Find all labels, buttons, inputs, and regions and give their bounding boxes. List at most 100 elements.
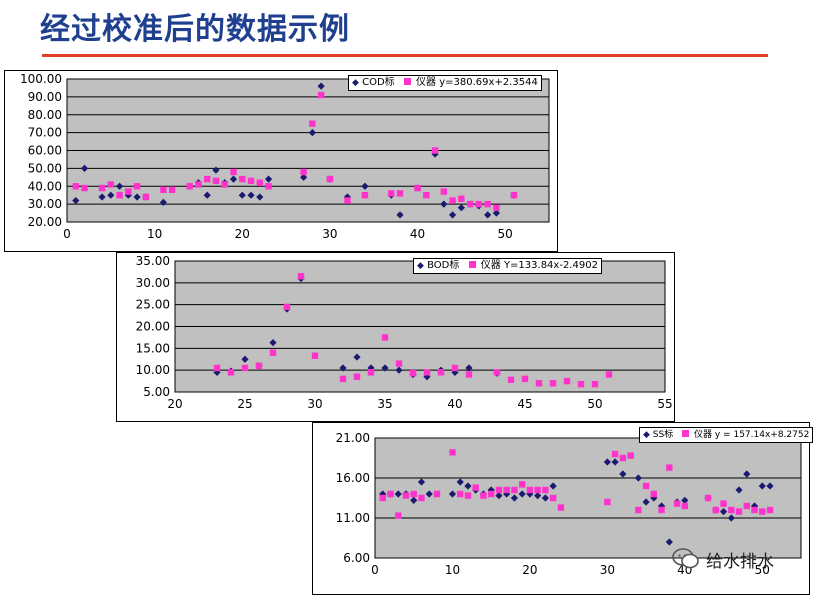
standard-point <box>758 482 766 490</box>
standard-point <box>657 502 666 510</box>
standard-point <box>465 364 473 372</box>
legend-standard-label: COD标 <box>362 77 395 88</box>
instrument-point <box>410 490 417 498</box>
standard-point <box>367 364 375 372</box>
instrument-point <box>387 490 394 498</box>
instrument-point <box>605 371 613 378</box>
y-tick-label: 70.00 <box>28 126 62 140</box>
instrument-point <box>751 506 758 514</box>
instrument-point <box>125 188 132 195</box>
instrument-point <box>221 181 228 188</box>
standard-point <box>510 494 519 502</box>
standard-point <box>650 494 658 502</box>
watermark: 给水排水 <box>672 544 790 574</box>
instrument-point <box>437 369 445 376</box>
standard-point <box>681 496 689 504</box>
instrument-point <box>704 494 712 502</box>
standard-point <box>394 490 402 498</box>
instrument-point <box>227 369 235 376</box>
instrument-point <box>518 481 526 488</box>
x-tick-label: 10 <box>445 563 460 577</box>
instrument-point <box>451 364 459 372</box>
instrument-point <box>465 371 473 378</box>
standard-point <box>379 490 387 498</box>
instrument-point <box>212 177 220 185</box>
instrument-point <box>409 370 417 377</box>
standard-point <box>159 198 167 206</box>
y-tick-label: 100.00 <box>20 72 62 86</box>
instrument-point <box>604 498 611 506</box>
watermark-text: 给水排水 <box>706 551 774 572</box>
standard-point <box>264 175 273 183</box>
instrument-point <box>673 500 681 507</box>
standard-point <box>247 191 255 199</box>
instrument-point <box>195 181 202 188</box>
standard-point <box>300 173 308 181</box>
instrument-point <box>743 502 750 510</box>
standard-point <box>642 498 650 506</box>
standard-point <box>634 474 642 482</box>
instrument-point <box>300 168 307 176</box>
standard-point <box>396 211 404 219</box>
bod-chart-svg: 5.00 10.00 15.00 20.00 25.00 30.00 35.00 20 25 30… <box>136 254 673 411</box>
legend-instrument-label: 仪器 <box>480 260 501 271</box>
instrument-point <box>381 334 389 341</box>
bod-legend: ◆ BOD标 仪器 Y=133.84x-2.4902 <box>413 258 602 274</box>
standard-point <box>425 490 433 498</box>
standard-point <box>212 166 220 174</box>
bod-chart: 5.00 10.00 15.00 20.00 25.00 30.00 35.00 20 25 30… <box>116 252 675 422</box>
legend-equation: y = 157.14x+8.2752 <box>714 430 810 440</box>
instrument-point <box>577 380 585 388</box>
y-tick-label: 21.00 <box>336 431 370 445</box>
standard-point <box>256 193 264 201</box>
instrument-point <box>457 490 464 498</box>
instrument-point <box>142 193 150 201</box>
standard-point <box>440 200 448 208</box>
wechat-bubble-icon <box>672 548 699 569</box>
standard-point <box>603 458 611 466</box>
y-tick-label: 10.00 <box>136 363 170 377</box>
instrument-point <box>458 195 465 202</box>
standard-point <box>743 470 751 478</box>
standard-point <box>449 211 457 219</box>
standard-point <box>611 458 619 466</box>
standard-point <box>353 353 361 361</box>
instrument-point <box>361 191 369 199</box>
instrument-point <box>526 486 534 494</box>
instrument-point <box>611 450 619 458</box>
y-tick-label: 80.00 <box>28 108 62 122</box>
instrument-point <box>535 380 543 387</box>
standard-point <box>229 175 238 183</box>
instrument-point <box>487 490 495 498</box>
standard-point <box>750 502 759 510</box>
legend-diamond-icon: ◆ <box>417 261 424 271</box>
cod-legend: ◆ COD标 仪器 y=380.69x+2.3544 <box>348 75 542 91</box>
standard-point <box>526 490 534 498</box>
standard-point <box>241 355 249 363</box>
standard-point <box>343 193 352 201</box>
instrument-point <box>395 360 403 367</box>
y-tick-label: 20.00 <box>28 215 62 229</box>
standard-point <box>361 182 369 190</box>
standard-point <box>541 494 549 502</box>
y-tick-label: 30.00 <box>136 276 170 290</box>
standard-point <box>269 339 277 347</box>
x-tick-label: 40 <box>447 397 462 411</box>
instrument-point <box>466 200 474 208</box>
instrument-point <box>681 502 689 510</box>
instrument-point <box>311 352 319 359</box>
standard-point <box>456 478 464 486</box>
standard-point <box>203 191 211 199</box>
instrument-point <box>493 204 500 211</box>
instrument-point <box>265 183 272 190</box>
instrument-point <box>510 191 518 199</box>
y-tick-label: 60.00 <box>28 144 62 158</box>
legend-instrument-label: 仪器 <box>416 77 437 88</box>
instrument-point <box>326 175 334 183</box>
legend-instrument-label: 仪器 <box>693 430 712 440</box>
instrument-point <box>712 506 719 514</box>
standard-point <box>457 204 465 212</box>
legend-square-icon <box>682 430 690 437</box>
legend-standard-label: BOD标 <box>427 260 460 271</box>
y-tick-label: 6.00 <box>343 551 370 565</box>
